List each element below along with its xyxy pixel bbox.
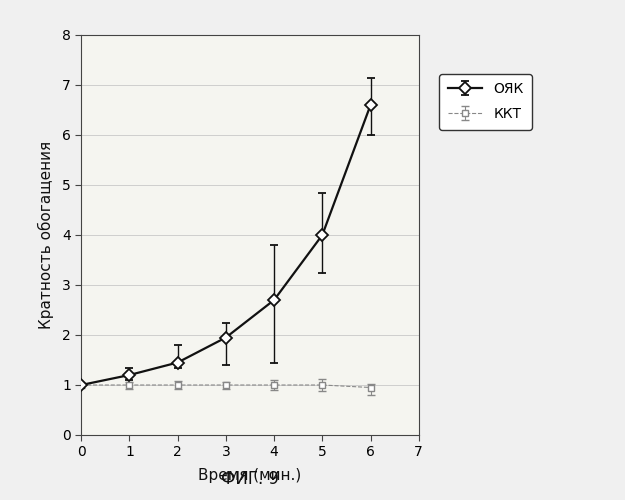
Text: ФИГ. 9: ФИГ. 9 [221,470,279,488]
Legend: ОЯК, ККТ: ОЯК, ККТ [439,74,532,130]
X-axis label: Время (мин.): Время (мин.) [198,468,302,483]
Y-axis label: Кратность обогащения: Кратность обогащения [38,141,54,329]
